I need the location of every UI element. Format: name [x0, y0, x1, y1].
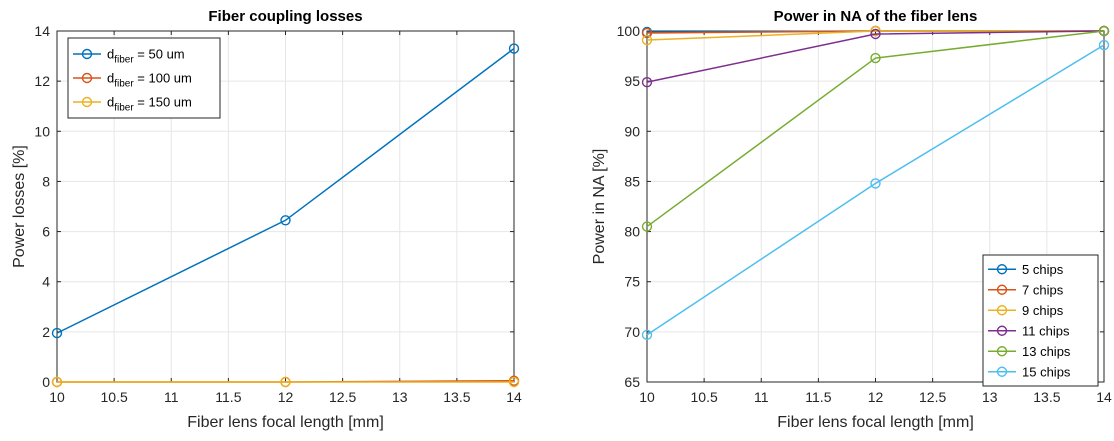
data-point — [870, 28, 881, 40]
legend-entry: dfiber = 100 um — [107, 71, 192, 90]
data-point — [641, 221, 653, 232]
legend-entry: 11 chips — [1022, 323, 1070, 338]
legend-marker — [996, 366, 1008, 377]
series-line — [646, 30, 1105, 228]
y-tick-label: 85 — [624, 173, 640, 189]
y-tick-label: 70 — [624, 324, 640, 340]
legend-box — [982, 254, 1099, 387]
legend-entry: dfiber = 50 um — [107, 47, 185, 66]
y-tick-label: 100 — [617, 23, 641, 39]
y-tick-label: 4 — [42, 274, 50, 290]
y-tick-label: 75 — [624, 274, 640, 290]
y-tick-label: 14 — [34, 23, 50, 39]
x-tick-label: 11 — [164, 389, 179, 405]
x-tick-label: 14 — [506, 389, 522, 405]
legend: dfiber = 50 um dfiber = 100 um dfiber = 15… — [67, 37, 221, 119]
data-point — [641, 34, 653, 46]
chart-fiber-coupling-losses: 10 10.5 11 11.5 12 12.5 13 13.5 14 0 2 4 6 8 10 12 14 Fib… — [11, 8, 522, 431]
x-tick-label: 10 — [49, 389, 65, 405]
y-tick-label: 0 — [42, 374, 50, 390]
data-point — [1098, 39, 1110, 51]
y-axis-label: Power losses [%] — [11, 145, 28, 268]
data-point — [1098, 25, 1110, 37]
legend-entry: 9 chips — [1022, 303, 1064, 318]
data-point — [641, 329, 653, 341]
data-point — [870, 52, 881, 64]
data-point — [641, 27, 653, 39]
y-tick-label: 65 — [624, 374, 640, 390]
y-tick-label: 95 — [624, 73, 640, 89]
legend-entry: 13 chips — [1022, 344, 1071, 359]
data-point — [870, 178, 881, 189]
data-point — [508, 376, 520, 388]
x-tick-label: 13.5 — [1033, 389, 1060, 405]
x-tick-label: 12.5 — [329, 389, 356, 405]
series-5 — [641, 39, 1110, 341]
x-tick-label: 11 — [754, 389, 769, 405]
x-tick-label: 14 — [1096, 389, 1112, 405]
x-tick-label: 10 — [639, 389, 655, 405]
legend: 5 chips 7 chips 9 chips 11 chips 13 chips 15 … — [982, 254, 1099, 387]
series-line — [646, 30, 1104, 41]
legend-entry: dfiber = 150 um — [107, 95, 192, 114]
x-tick-label: 13 — [982, 389, 998, 405]
legend-entry: 5 chips — [1022, 262, 1064, 277]
data-point — [641, 76, 653, 88]
y-tick-label: 6 — [42, 224, 50, 240]
y-tick-label: 2 — [42, 324, 50, 340]
y-tick-label: 90 — [624, 123, 640, 139]
x-tick-label: 11.5 — [805, 389, 831, 405]
y-tick-label: 10 — [34, 123, 50, 139]
y-tick-label: 8 — [42, 173, 50, 189]
legend-marker — [81, 96, 93, 108]
x-tick-label: 10.5 — [691, 389, 718, 405]
series-2 — [51, 376, 520, 388]
data-point — [870, 25, 881, 37]
legend-entry: 15 chips — [1022, 364, 1071, 379]
series-line — [56, 47, 515, 334]
series-0 — [51, 43, 520, 339]
x-axis-label: Fiber lens focal length [mm] — [187, 414, 384, 431]
legend-marker — [996, 284, 1008, 295]
series-line — [646, 44, 1105, 336]
series-4 — [641, 25, 1110, 232]
x-tick-label: 10.5 — [101, 389, 128, 405]
data-point — [51, 327, 63, 339]
chart-title: Power in NA of the fiber lens — [774, 8, 978, 25]
legend-marker — [996, 346, 1008, 357]
x-tick-label: 12.5 — [919, 389, 946, 405]
legend-marker — [996, 325, 1008, 336]
x-tick-label: 13.5 — [443, 389, 470, 405]
x-tick-label: 13 — [392, 389, 408, 405]
legend-marker — [81, 48, 93, 60]
x-tick-label: 11.5 — [215, 389, 241, 405]
x-tick-label: 12 — [868, 389, 884, 405]
data-point — [280, 215, 291, 226]
legend-marker — [996, 305, 1008, 316]
data-point — [51, 376, 63, 388]
x-axis-label: Fiber lens focal length [mm] — [777, 414, 974, 431]
y-tick-label: 80 — [624, 224, 640, 240]
y-tick-label: 12 — [34, 73, 50, 89]
series-line — [646, 30, 1105, 83]
chart-power-in-na: 10 10.5 11 11.5 12 12.5 13 13.5 14 65 70 75 80 85 90 95… — [591, 8, 1112, 431]
legend-entry: 7 chips — [1022, 282, 1064, 297]
data-point — [508, 43, 520, 54]
y-axis-label: Power in NA [%] — [591, 149, 608, 265]
chart-title: Fiber coupling losses — [208, 8, 362, 25]
x-tick-label: 12 — [278, 389, 294, 405]
legend-marker — [81, 72, 93, 84]
data-point — [280, 376, 291, 388]
legend-marker — [996, 264, 1008, 275]
